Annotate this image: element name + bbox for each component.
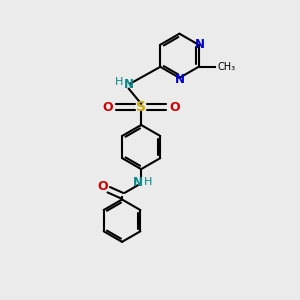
Text: O: O	[170, 101, 180, 114]
Text: H: H	[115, 77, 123, 87]
Text: CH₃: CH₃	[217, 62, 235, 72]
Text: N: N	[124, 78, 134, 91]
Text: O: O	[97, 180, 108, 193]
Text: H: H	[144, 177, 153, 188]
Text: N: N	[133, 176, 142, 189]
Text: O: O	[102, 101, 112, 114]
Text: S: S	[136, 100, 146, 114]
Text: N: N	[195, 38, 205, 51]
Text: N: N	[174, 73, 184, 86]
